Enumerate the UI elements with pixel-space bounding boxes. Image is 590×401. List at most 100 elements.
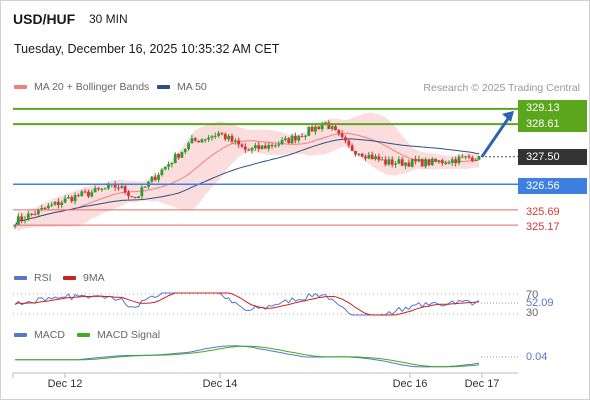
resistance-1-tag: 328.61 bbox=[518, 116, 587, 132]
rsi-swatch bbox=[14, 276, 27, 281]
time-axis bbox=[12, 372, 518, 378]
candle-body bbox=[167, 164, 170, 167]
candle bbox=[63, 195, 67, 204]
candle bbox=[197, 140, 200, 143]
candle bbox=[200, 137, 204, 143]
candle bbox=[297, 134, 301, 143]
candle bbox=[127, 189, 130, 200]
candle bbox=[117, 184, 120, 191]
timeframe-label: 30 MIN bbox=[89, 12, 128, 26]
candle-body bbox=[107, 184, 110, 189]
ma20-line bbox=[14, 132, 480, 226]
candle bbox=[417, 155, 421, 163]
candle bbox=[337, 128, 341, 137]
candle bbox=[56, 198, 60, 209]
candle bbox=[377, 153, 381, 163]
candle bbox=[167, 161, 170, 171]
candle bbox=[13, 224, 17, 230]
candle-body bbox=[314, 126, 317, 132]
candle-body bbox=[467, 156, 471, 158]
arrow-head bbox=[502, 110, 514, 122]
candle-body bbox=[120, 186, 124, 189]
candle bbox=[220, 131, 224, 136]
candle bbox=[187, 141, 190, 151]
candle-body bbox=[40, 207, 44, 210]
candle-body bbox=[377, 156, 381, 160]
candle bbox=[213, 132, 217, 139]
candle-body bbox=[13, 225, 17, 227]
macd-swatch bbox=[14, 333, 27, 338]
ma20-legend-label: MA 20 + Bollinger Bands bbox=[34, 81, 150, 93]
candle-body bbox=[243, 146, 247, 150]
candle-body bbox=[137, 196, 140, 199]
candle bbox=[70, 195, 74, 204]
candle-body bbox=[60, 202, 64, 206]
candle bbox=[150, 175, 154, 184]
candle-body bbox=[397, 159, 401, 164]
candle bbox=[190, 134, 194, 144]
candle bbox=[237, 137, 241, 148]
candle-body bbox=[77, 195, 80, 197]
candle bbox=[427, 158, 431, 167]
candle-body bbox=[73, 195, 77, 202]
candle-body bbox=[354, 150, 357, 155]
candle-body bbox=[133, 197, 137, 199]
candle bbox=[474, 158, 478, 162]
candle-body bbox=[150, 176, 154, 182]
candle-body bbox=[233, 140, 237, 142]
candle bbox=[143, 186, 147, 188]
candle bbox=[73, 192, 77, 205]
macd-panel bbox=[15, 345, 518, 368]
price-levels bbox=[13, 107, 518, 226]
candle bbox=[424, 157, 427, 169]
x-label-dec17: Dec 17 bbox=[464, 378, 500, 390]
candle bbox=[90, 189, 94, 198]
forecast-arrow bbox=[480, 110, 514, 158]
candle-body bbox=[464, 156, 468, 158]
candle-body bbox=[337, 130, 341, 134]
candle-body bbox=[180, 152, 184, 158]
legend-macd: MACD bbox=[14, 329, 65, 341]
candle bbox=[307, 126, 311, 137]
candle bbox=[30, 212, 34, 217]
candle bbox=[257, 141, 261, 152]
candle-body bbox=[360, 153, 364, 157]
candle-body bbox=[280, 140, 284, 145]
candle bbox=[163, 166, 167, 171]
candle-body bbox=[23, 219, 27, 221]
candle bbox=[233, 137, 237, 145]
candle-body bbox=[140, 187, 144, 197]
candle bbox=[357, 153, 361, 157]
candle bbox=[430, 157, 434, 166]
candle bbox=[347, 138, 351, 149]
moving-averages bbox=[14, 132, 480, 226]
candle bbox=[280, 137, 284, 146]
candle-body bbox=[207, 137, 211, 140]
candle-body bbox=[414, 159, 417, 162]
candle bbox=[267, 141, 271, 152]
candle bbox=[137, 195, 140, 199]
candle bbox=[410, 158, 414, 168]
candle bbox=[460, 153, 464, 158]
candle-body bbox=[444, 163, 448, 165]
candle bbox=[450, 157, 454, 167]
rsi-ma-legend-label: 9MA bbox=[83, 272, 105, 284]
datetime-label: Tuesday, December 16, 2025 10:35:32 AM C… bbox=[14, 42, 280, 56]
candle-body bbox=[80, 191, 84, 197]
candle-body bbox=[424, 159, 427, 167]
candle-body bbox=[257, 145, 261, 149]
bollinger-fill bbox=[15, 112, 479, 232]
candle bbox=[344, 135, 347, 144]
candle-body bbox=[417, 159, 421, 162]
candle-body bbox=[103, 188, 107, 190]
candle-body bbox=[46, 205, 50, 209]
candle-body bbox=[100, 188, 104, 190]
candle bbox=[304, 134, 307, 140]
candle-body bbox=[400, 159, 404, 166]
last-price-tag: 327.50 bbox=[518, 149, 587, 165]
candle-body bbox=[297, 136, 301, 141]
legend-ma20: MA 20 + Bollinger Bands bbox=[14, 81, 149, 93]
candle bbox=[374, 153, 377, 161]
candle-body bbox=[460, 156, 464, 158]
